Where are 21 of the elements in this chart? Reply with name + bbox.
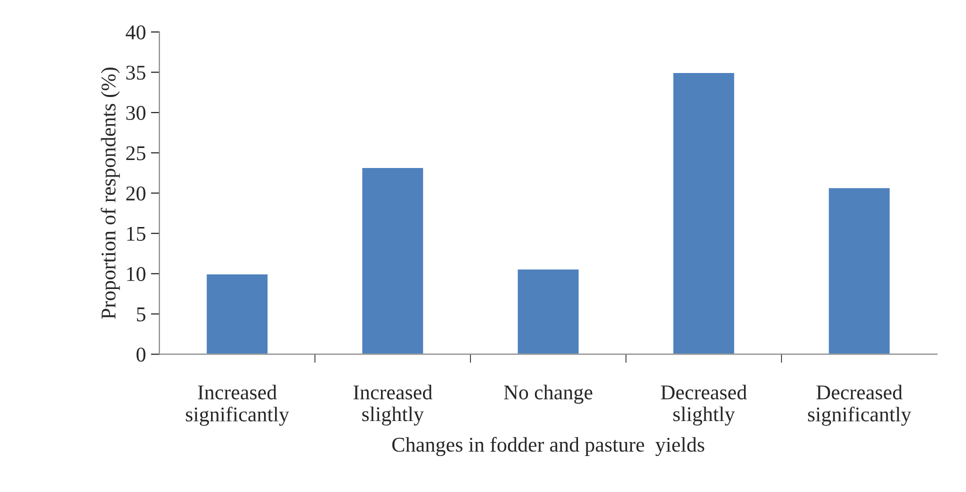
y-tick-label: 5 — [136, 308, 146, 322]
y-axis-title: Proportion of respondents (%) — [100, 68, 120, 319]
bar — [827, 186, 892, 354]
bar — [672, 72, 736, 354]
y-tick-label: 10 — [127, 267, 146, 282]
y-tick-label: 15 — [127, 226, 146, 241]
y-tick-label: 0 — [136, 348, 146, 362]
y-tick-label: 35 — [126, 66, 146, 80]
bar — [205, 272, 269, 354]
x-tick-label: Decreased significantly — [808, 384, 912, 426]
bar — [516, 268, 580, 354]
x-axis-title: Changes in fodder and pasture yields — [392, 436, 704, 456]
x-tick-label: Increased significantly — [186, 384, 290, 426]
bar — [360, 166, 424, 354]
y-tick-label: 20 — [126, 186, 146, 201]
x-tick-label: Increased slightly — [354, 384, 432, 426]
y-tick-label: 30 — [126, 106, 146, 120]
y-tick-label: 25 — [126, 146, 146, 160]
x-tick-label: Decreased slightly — [660, 384, 747, 426]
y-tick-label: 40 — [126, 25, 146, 40]
x-tick-label: No change — [504, 384, 592, 404]
